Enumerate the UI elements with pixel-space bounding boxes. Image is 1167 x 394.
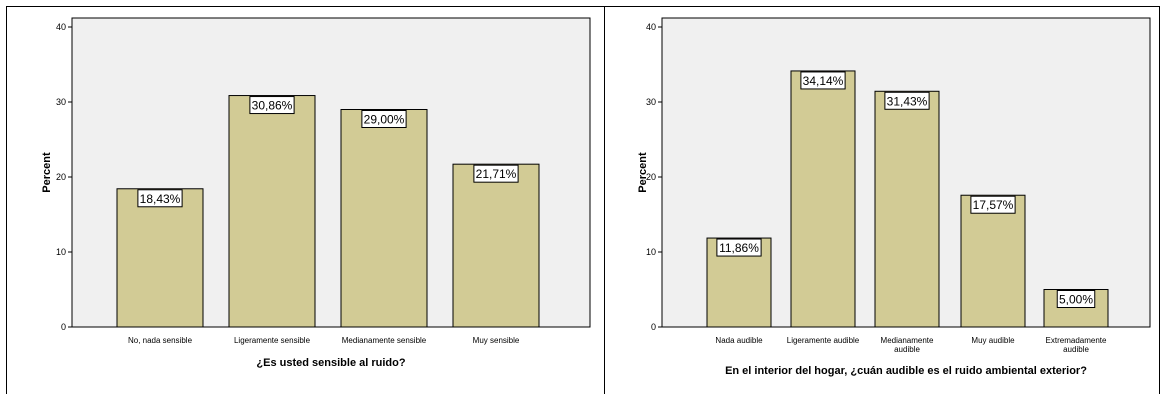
bar bbox=[790, 70, 856, 328]
panel-divider bbox=[604, 6, 605, 394]
y-tick-label: 20 bbox=[56, 172, 66, 182]
data-label-box bbox=[884, 91, 930, 110]
category-label: Extremadamente bbox=[1046, 336, 1107, 345]
data-label-box bbox=[970, 195, 1016, 214]
bar bbox=[228, 95, 316, 328]
data-label: 5,00% bbox=[1059, 293, 1093, 307]
bar bbox=[340, 109, 428, 328]
x-axis-label: ¿Es usted sensible al ruido? bbox=[256, 357, 405, 369]
y-tick-label: 30 bbox=[56, 97, 66, 107]
bar bbox=[874, 90, 940, 328]
category-label: Ligeramente sensible bbox=[234, 336, 311, 345]
data-label-box bbox=[137, 189, 183, 208]
figure-frame bbox=[6, 6, 1160, 394]
y-tick-label: 10 bbox=[646, 247, 656, 257]
y-tick-label: 0 bbox=[61, 322, 66, 332]
category-label: Ligeramente audible bbox=[787, 336, 860, 345]
data-label: 11,86% bbox=[719, 241, 759, 255]
y-tick-label: 20 bbox=[646, 172, 656, 182]
y-tick-label: 40 bbox=[56, 22, 66, 32]
chart-2: 0 10 20 30 40 Percent 11,86% Nada audible 34,14%… bbox=[637, 17, 1151, 377]
category-label: No, nada sensible bbox=[128, 336, 193, 345]
category-label: audible bbox=[894, 345, 920, 354]
category-label: Medianamente bbox=[881, 336, 934, 345]
bar bbox=[452, 163, 540, 328]
y-tick-label: 40 bbox=[646, 22, 656, 32]
category-label: Medianamente sensible bbox=[342, 336, 427, 345]
data-label: 21,71% bbox=[476, 167, 517, 181]
data-label: 29,00% bbox=[364, 113, 405, 127]
y-tick-label: 0 bbox=[651, 322, 656, 332]
bar bbox=[116, 188, 204, 328]
data-label: 17,57% bbox=[973, 198, 1014, 212]
category-label: Muy audible bbox=[971, 336, 1015, 345]
data-label-box bbox=[800, 71, 846, 90]
data-label: 31,43% bbox=[887, 94, 928, 108]
x-axis-label: En el interior del hogar, ¿cuán audible … bbox=[725, 365, 1087, 377]
y-axis-label: Percent bbox=[41, 152, 53, 193]
data-label: 18,43% bbox=[140, 192, 181, 206]
data-label-box bbox=[473, 164, 519, 183]
data-label-box bbox=[1056, 290, 1096, 308]
data-label-box bbox=[361, 110, 407, 128]
category-label: audible bbox=[1063, 345, 1089, 354]
category-label: Nada audible bbox=[715, 336, 763, 345]
data-label: 34,14% bbox=[803, 74, 844, 88]
y-tick-label: 30 bbox=[646, 97, 656, 107]
y-tick-label: 10 bbox=[56, 247, 66, 257]
category-label: Muy sensible bbox=[473, 336, 520, 345]
data-label: 30,86% bbox=[252, 99, 293, 113]
y-axis-label: Percent bbox=[637, 152, 649, 193]
chart-1: 0 10 20 30 40 Percent 18,43% No, nada sensible 3… bbox=[41, 17, 591, 369]
bar bbox=[960, 194, 1026, 328]
data-label-box bbox=[716, 238, 762, 257]
data-label-box bbox=[249, 96, 295, 115]
